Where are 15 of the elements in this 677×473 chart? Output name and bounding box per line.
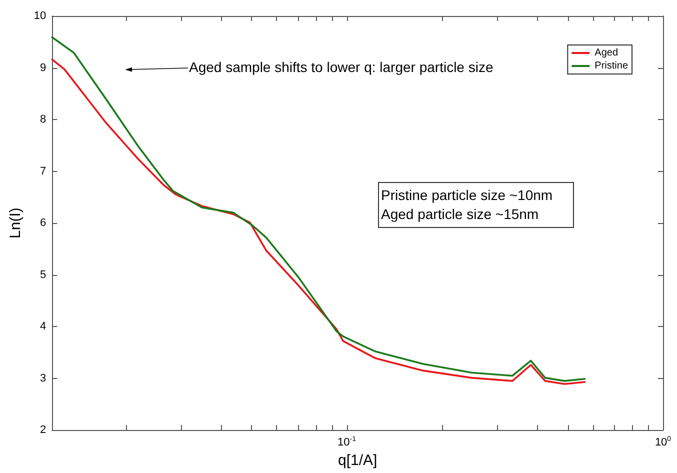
legend-label: Aged — [594, 48, 618, 58]
y-tick-label: 3 — [40, 372, 46, 384]
annotation: Aged sample shifts to lower q: larger particle size — [189, 58, 494, 77]
y-tick-label: 2 — [40, 424, 46, 436]
y-tick-label: 6 — [40, 217, 46, 230]
y-tick-label: 10 — [34, 10, 46, 22]
annotation: Pristine particle size ~10nm Aged particle size ~15nm — [378, 182, 574, 228]
y-tick-label: 8 — [40, 114, 46, 126]
y-tick-label: 5 — [40, 268, 46, 281]
y-tick-label: 4 — [40, 320, 46, 333]
y-axis-title: Ln(I) — [7, 208, 24, 238]
y-tick-label: 7 — [40, 165, 46, 178]
x-axis-title: q[1/A] — [338, 452, 378, 469]
legend-label: Pristine — [594, 60, 628, 72]
y-tick-label: 9 — [40, 62, 46, 74]
